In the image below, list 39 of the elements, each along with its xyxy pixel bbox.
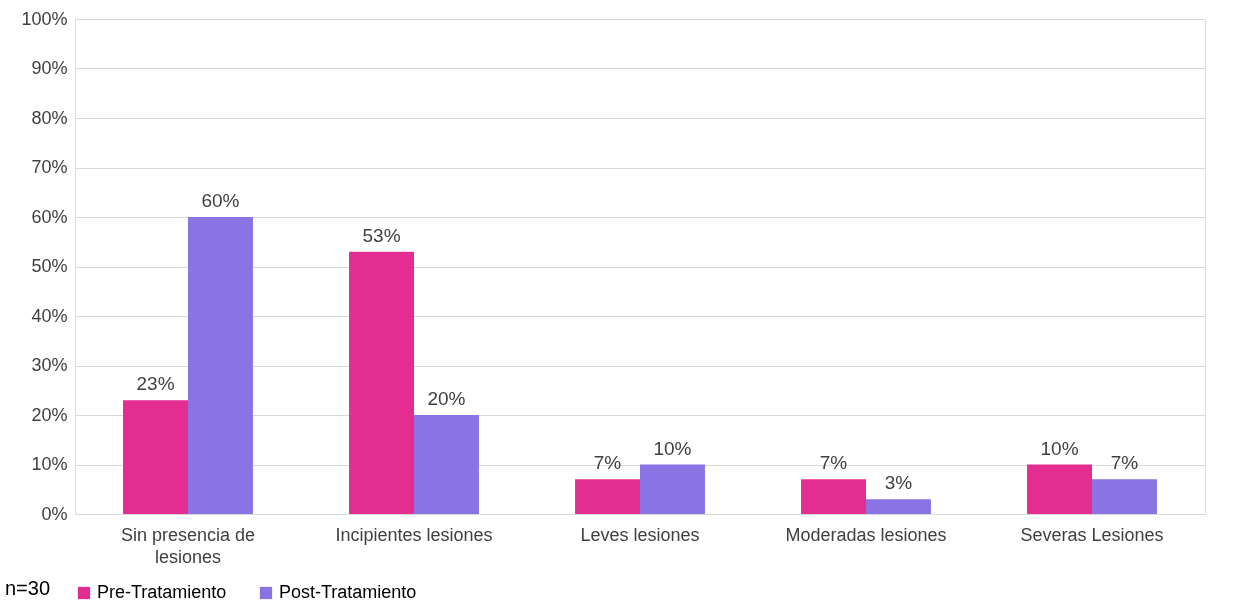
y-tick-label: 100%: [21, 8, 68, 29]
data-label: 7%: [1110, 452, 1139, 474]
legend-label: Post-Tratamiento: [279, 582, 417, 602]
data-label: 10%: [1040, 437, 1079, 459]
bar: [801, 479, 866, 514]
data-label: 7%: [819, 452, 848, 474]
bar: [575, 479, 640, 514]
bar: [1027, 464, 1092, 514]
x-tick-label: Moderadas lesiones: [785, 524, 947, 545]
bar: [866, 499, 931, 514]
y-tick-label: 20%: [31, 404, 68, 425]
data-label: 3%: [884, 472, 913, 494]
y-tick-label: 80%: [31, 107, 68, 128]
data-label: 20%: [427, 388, 466, 409]
data-label: 10%: [653, 437, 692, 459]
data-label: 7%: [593, 452, 622, 474]
bar: [1092, 479, 1157, 514]
x-tick-label: Severas Lesiones: [1020, 524, 1164, 545]
bar: [123, 400, 188, 514]
bar: [349, 251, 414, 514]
x-tick-label: Incipientes lesiones: [335, 524, 493, 545]
y-tick-label: 70%: [31, 157, 68, 177]
legend-label: Pre-Tratamiento: [97, 582, 227, 602]
y-tick-label: 60%: [31, 206, 68, 227]
data-label: 53%: [362, 224, 401, 246]
bar: [188, 217, 253, 514]
data-label: 23%: [136, 373, 175, 395]
x-tick-label: Leves lesiones: [580, 524, 700, 545]
x-tick-label: Sin presencia de lesiones: [120, 524, 256, 567]
y-tick-label: 10%: [31, 454, 68, 474]
y-tick-label: 40%: [31, 305, 68, 326]
text: n=30: [5, 577, 51, 599]
data-label: 60%: [201, 190, 240, 211]
y-tick-label: 90%: [31, 58, 68, 78]
bar: [414, 415, 479, 514]
bar: [640, 464, 705, 514]
y-tick-label: 50%: [31, 256, 68, 276]
y-tick-label: 30%: [31, 355, 68, 375]
y-tick-label: 0%: [41, 503, 68, 524]
